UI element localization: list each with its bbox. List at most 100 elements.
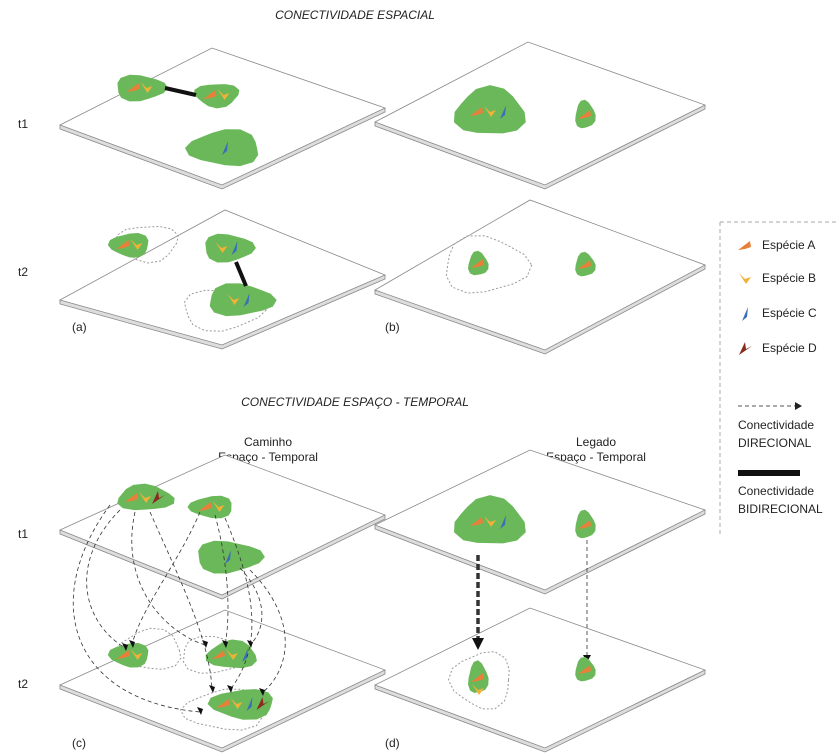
species-icon — [130, 239, 143, 250]
connectivity-arrow — [149, 511, 213, 691]
species-icon — [578, 665, 591, 674]
species-icon — [215, 242, 228, 253]
legend-bar — [738, 470, 800, 476]
habitat-patch — [205, 639, 257, 669]
species-icon — [484, 106, 496, 117]
species-icon — [472, 684, 484, 695]
species-icon — [212, 650, 225, 659]
species-icon — [500, 515, 506, 529]
species-icon — [226, 649, 238, 660]
arrowhead — [122, 643, 128, 651]
row-label: t2 — [18, 677, 28, 691]
subtitle: Espaço - Temporal — [546, 450, 646, 464]
species-icon — [470, 107, 483, 116]
habitat-patch — [117, 483, 175, 511]
habitat-patch — [198, 540, 265, 574]
lost-patch — [445, 235, 533, 294]
species-icon — [231, 241, 238, 255]
legend-label: Conectividade — [738, 484, 814, 498]
connectivity-arrow — [214, 514, 229, 646]
row-label: t1 — [18, 117, 28, 131]
panel-label: (d) — [385, 736, 400, 750]
connectivity-arrow — [72, 504, 201, 713]
species-icon — [227, 294, 240, 305]
species-icon — [484, 516, 496, 527]
arrowhead — [472, 638, 484, 650]
plane — [374, 199, 706, 351]
species-icon — [243, 293, 250, 307]
connectivity-arrow — [86, 509, 126, 649]
legend-label: Espécie C — [762, 306, 817, 320]
arrowhead — [247, 640, 253, 648]
habitat-patch — [454, 495, 526, 544]
species-icon — [471, 673, 484, 682]
arrowhead — [227, 685, 233, 693]
lost-patch — [447, 651, 510, 710]
bidirectional-link — [164, 86, 197, 97]
plane — [58, 454, 387, 596]
subtitle: Caminho — [244, 435, 292, 449]
species-icon — [578, 110, 591, 119]
lost-patch — [114, 627, 182, 670]
habitat-patch — [185, 129, 259, 167]
species-icon — [500, 105, 506, 119]
species-icon — [203, 90, 217, 99]
legend-label: Espécie B — [762, 271, 816, 285]
legend-label: BIDIRECIONAL — [738, 502, 823, 516]
species-icon — [242, 648, 248, 662]
lost-patch — [116, 225, 179, 264]
species-icon — [256, 697, 270, 710]
legend-label: Espécie A — [762, 238, 815, 252]
row-label: t1 — [18, 527, 28, 541]
species-icon — [198, 502, 212, 511]
legend-label: Conectividade — [738, 418, 814, 432]
spatial-title: CONECTIVIDADE ESPACIAL — [275, 8, 435, 22]
subtitle: Legado — [576, 435, 616, 449]
species-icon — [126, 83, 140, 92]
connectivity-arrow — [131, 511, 206, 646]
species-icon — [739, 342, 752, 355]
species-icon — [578, 520, 591, 529]
species-icon — [139, 492, 151, 503]
species-icon — [216, 699, 230, 708]
species-icon — [217, 89, 230, 100]
species-icon — [152, 491, 165, 504]
subtitle: Espaço - Temporal — [218, 450, 318, 464]
habitat-patch — [194, 84, 240, 109]
species-icon — [125, 493, 138, 502]
legend-label: Espécie D — [762, 341, 817, 355]
connectivity-arrow — [249, 569, 286, 694]
habitat-patch — [454, 85, 526, 134]
connectivity-arrow — [239, 567, 263, 646]
species-icon — [578, 260, 591, 269]
habitat-patch — [205, 233, 256, 263]
species-icon — [471, 259, 484, 268]
panel-label: (a) — [72, 320, 87, 334]
legend-arrowhead — [795, 402, 802, 410]
species-icon — [742, 307, 748, 321]
plane — [58, 609, 387, 749]
habitat-patch — [117, 74, 168, 102]
plane — [58, 209, 387, 346]
plane — [59, 47, 387, 186]
arrowhead — [259, 688, 265, 696]
species-icon — [212, 501, 225, 512]
legend-label: DIRECIONAL — [738, 436, 812, 450]
spatiotemporal-title: CONECTIVIDADE ESPAÇO - TEMPORAL — [241, 395, 469, 409]
species-icon — [739, 273, 751, 284]
connectivity-arrow — [224, 517, 253, 691]
species-icon — [738, 241, 751, 250]
species-icon — [246, 697, 253, 711]
arrowhead — [222, 640, 228, 648]
row-label: t2 — [18, 265, 28, 279]
lost-patch — [182, 635, 255, 674]
species-icon — [116, 650, 130, 659]
species-icon — [225, 550, 231, 564]
arrowhead — [209, 685, 215, 693]
habitat-patch — [209, 283, 277, 317]
panel-label: (c) — [72, 736, 86, 750]
bidirectional-link — [234, 261, 248, 287]
species-icon — [140, 82, 153, 93]
plane — [373, 607, 707, 749]
connectivity-arrow — [131, 511, 201, 646]
